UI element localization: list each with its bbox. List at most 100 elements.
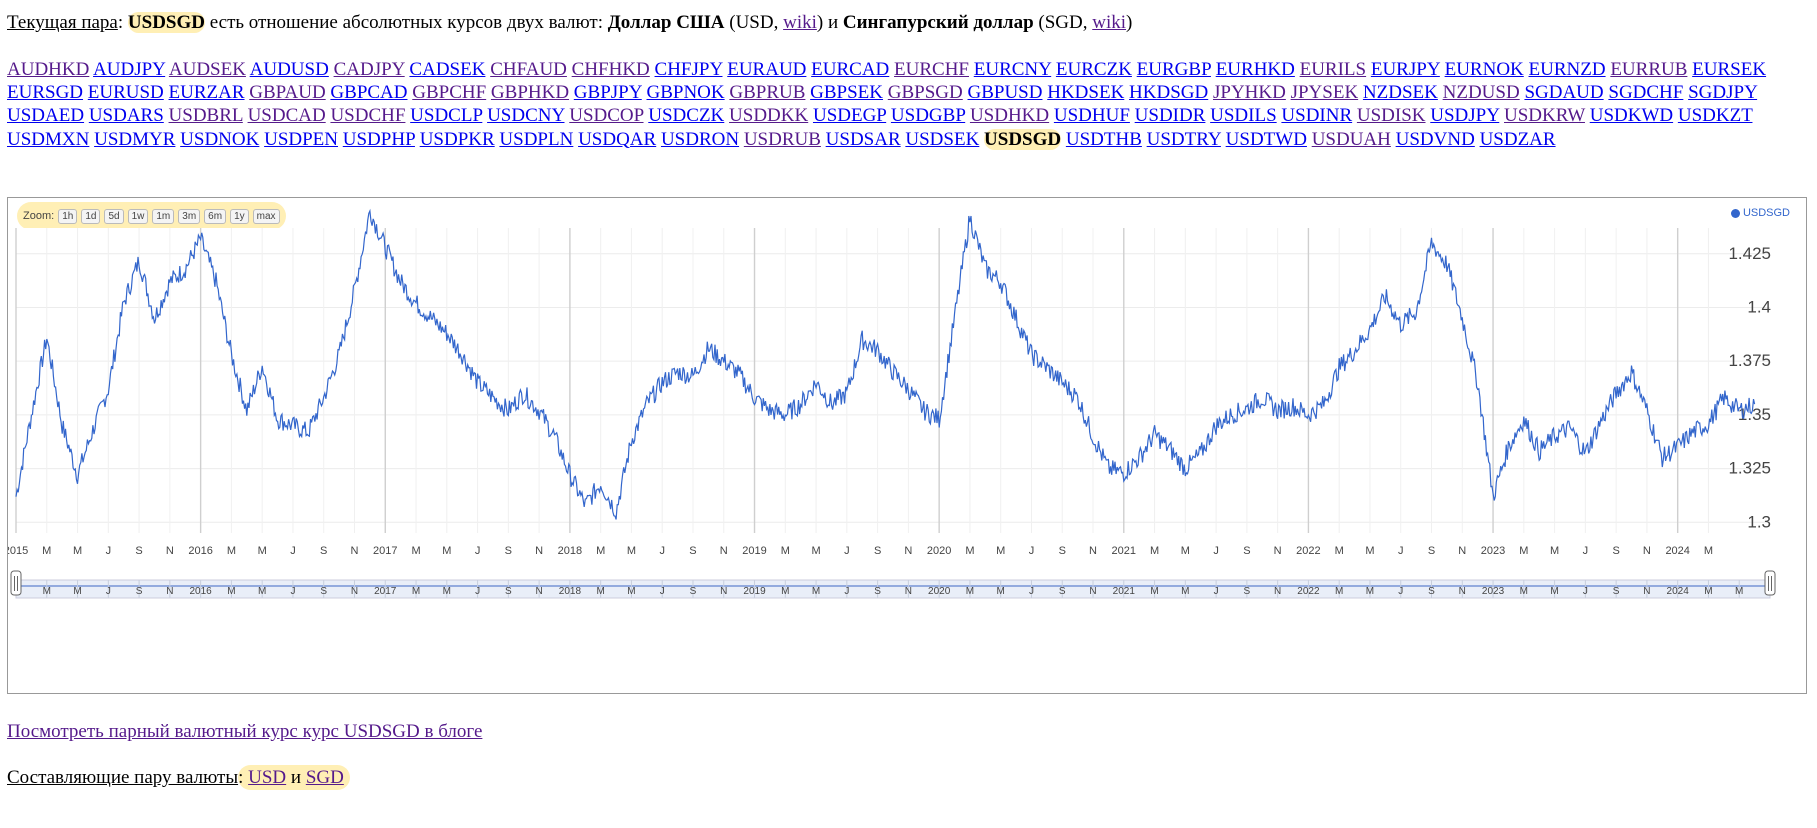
pair-link-eurczk[interactable]: EURCZK <box>1055 59 1132 80</box>
pair-link-usdegp[interactable]: USDEGP <box>812 105 887 127</box>
pair-link-usdaed[interactable]: USDAED <box>7 105 85 127</box>
pair-link-usdmyr[interactable]: USDMYR <box>94 128 176 150</box>
pair-link-eurnok[interactable]: EURNOK <box>1444 59 1524 80</box>
pair-link-usdinr[interactable]: USDINR <box>1281 105 1353 127</box>
pair-link-usdczk[interactable]: USDCZK <box>648 105 725 127</box>
pair-link-usdcny[interactable]: USDCNY <box>487 105 565 127</box>
pair-link-eurrub[interactable]: EURRUB <box>1610 59 1688 80</box>
pair-link-usdclp[interactable]: USDCLP <box>410 105 483 127</box>
pair-link-gbprub[interactable]: GBPRUB <box>729 82 806 104</box>
pair-link-eurcad[interactable]: EURCAD <box>811 59 890 80</box>
pair-link-gbphkd[interactable]: GBPHKD <box>490 82 570 104</box>
pair-link-usdron[interactable]: USDRON <box>660 128 740 150</box>
pair-link-usdvnd[interactable]: USDVND <box>1395 128 1475 150</box>
pair-link-euraud[interactable]: EURAUD <box>727 59 807 80</box>
pair-link-usduah[interactable]: USDUAH <box>1311 128 1391 150</box>
pair-link-usdkzt[interactable]: USDKZT <box>1677 105 1753 127</box>
zoom-button-3m[interactable]: 3m <box>178 208 201 224</box>
pair-link-usdmxn[interactable]: USDMXN <box>7 128 90 150</box>
pair-link-gbpusd[interactable]: GBPUSD <box>967 82 1043 104</box>
pair-link-eurhkd[interactable]: EURHKD <box>1215 59 1295 80</box>
pair-link-usdsgd[interactable]: USDSGD <box>984 128 1062 150</box>
pair-link-usdthb[interactable]: USDTHB <box>1065 128 1142 150</box>
pair-link-usdjpy[interactable]: USDJPY <box>1430 105 1500 127</box>
pair-link-sgdaud[interactable]: SGDAUD <box>1524 82 1604 104</box>
pair-link-usdisk[interactable]: USDISK <box>1356 105 1426 127</box>
navigator-left-handle[interactable] <box>10 570 22 596</box>
pair-link-audusd[interactable]: AUDUSD <box>249 59 329 80</box>
blog-link[interactable]: Посмотреть парный валютный курс курс USD… <box>7 721 483 742</box>
pair-link-jpysek[interactable]: JPYSEK <box>1290 82 1359 104</box>
zoom-button-max[interactable]: max <box>252 208 280 224</box>
pair-link-usdgbp[interactable]: USDGBP <box>890 105 966 127</box>
pair-link-nzdsek[interactable]: NZDSEK <box>1362 82 1438 104</box>
pair-link-eursek[interactable]: EURSEK <box>1692 59 1767 80</box>
zoom-button-1m[interactable]: 1m <box>152 208 175 224</box>
zoom-button-6m[interactable]: 6m <box>204 208 227 224</box>
pair-link-eurchf[interactable]: EURCHF <box>894 59 969 80</box>
pair-link-hkdsgd[interactable]: HKDSGD <box>1129 82 1209 104</box>
pair-link-audsek[interactable]: AUDSEK <box>168 59 246 80</box>
pair-link-gbpsgd[interactable]: GBPSGD <box>887 82 963 104</box>
pair-link-eurcny[interactable]: EURCNY <box>973 59 1052 80</box>
pair-link-eurjpy[interactable]: EURJPY <box>1370 59 1440 80</box>
chart-canvas[interactable]: 1.3 1.325 1.35 1.375 1.4 1.425 2015 M M J S N 2016 M M… <box>8 198 1806 693</box>
pair-link-usdpln[interactable]: USDPLN <box>499 128 574 150</box>
pair-link-cadjpy[interactable]: CADJPY <box>333 59 405 80</box>
pair-link-hkdsek[interactable]: HKDSEK <box>1047 82 1125 104</box>
range-navigator[interactable] <box>15 579 1771 599</box>
pair-link-cadsek[interactable]: CADSEK <box>409 59 486 80</box>
pair-link-nzdusd[interactable]: NZDUSD <box>1442 82 1520 104</box>
pair-link-gbpnok[interactable]: GBPNOK <box>646 82 725 104</box>
pair-link-usdpkr[interactable]: USDPKR <box>419 128 495 150</box>
pair-link-gbpjpy[interactable]: GBPJPY <box>573 82 642 104</box>
pair-link-eurnzd[interactable]: EURNZD <box>1528 59 1606 80</box>
pair-link-usdnok[interactable]: USDNOK <box>180 128 260 150</box>
pair-link-usdhuf[interactable]: USDHUF <box>1053 105 1130 127</box>
pair-link-usdqar[interactable]: USDQAR <box>578 128 657 150</box>
pair-link-usdtwd[interactable]: USDTWD <box>1225 128 1307 150</box>
pair-link-gbpchf[interactable]: GBPCHF <box>412 82 487 104</box>
pair-link-eursgd[interactable]: EURSGD <box>7 82 84 104</box>
pair-link-usdphp[interactable]: USDPHP <box>342 128 415 150</box>
pair-link-jpyhkd[interactable]: JPYHKD <box>1212 82 1286 104</box>
pair-link-usdcad[interactable]: USDCAD <box>247 105 326 127</box>
quote-wiki-link[interactable]: wiki <box>1092 12 1127 33</box>
price-chart[interactable]: Zoom: 1h 1d 5d 1w 1m 3m 6m 1y max USDSGD 1.3 1.32… <box>7 197 1807 694</box>
pair-link-usdidr[interactable]: USDIDR <box>1134 105 1206 127</box>
pair-link-usdpen[interactable]: USDPEN <box>264 128 339 150</box>
usd-link[interactable]: USD <box>248 767 287 788</box>
pair-link-usdbrl[interactable]: USDBRL <box>168 105 243 127</box>
pair-link-usdkwd[interactable]: USDKWD <box>1589 105 1674 127</box>
pair-link-audhkd[interactable]: AUDHKD <box>7 59 90 80</box>
zoom-button-5d[interactable]: 5d <box>104 208 124 224</box>
pair-link-usdtry[interactable]: USDTRY <box>1146 128 1221 150</box>
pair-link-usdchf[interactable]: USDCHF <box>330 105 406 127</box>
pair-link-eurzar[interactable]: EURZAR <box>168 82 245 104</box>
navigator-right-handle[interactable] <box>1764 570 1776 596</box>
pair-link-sgdjpy[interactable]: SGDJPY <box>1688 82 1758 104</box>
pair-link-usdcop[interactable]: USDCOP <box>569 105 644 127</box>
pair-link-eurusd[interactable]: EURUSD <box>87 82 164 104</box>
pair-link-usdsek[interactable]: USDSEK <box>905 128 980 150</box>
base-wiki-link[interactable]: wiki <box>783 12 817 33</box>
pair-link-sgdchf[interactable]: SGDCHF <box>1608 82 1684 104</box>
pair-link-gbpcad[interactable]: GBPCAD <box>330 82 408 104</box>
zoom-button-1w[interactable]: 1w <box>127 208 149 224</box>
pair-link-usddkk[interactable]: USDDKK <box>729 105 809 127</box>
zoom-button-1y[interactable]: 1y <box>230 208 249 224</box>
pair-link-usdars[interactable]: USDARS <box>88 105 164 127</box>
pair-link-usdzar[interactable]: USDZAR <box>1479 128 1556 150</box>
pair-link-chfjpy[interactable]: CHFJPY <box>654 59 723 80</box>
pair-link-eurgbp[interactable]: EURGBP <box>1136 59 1211 80</box>
pair-link-usdhkd[interactable]: USDHKD <box>969 105 1050 127</box>
sgd-link[interactable]: SGD <box>305 767 344 788</box>
pair-link-gbpsek[interactable]: GBPSEK <box>810 82 884 104</box>
pair-link-chfaud[interactable]: CHFAUD <box>490 59 567 80</box>
pair-link-usdils[interactable]: USDILS <box>1210 105 1277 127</box>
pair-link-audjpy[interactable]: AUDJPY <box>93 59 166 80</box>
pair-link-gbpaud[interactable]: GBPAUD <box>249 82 326 104</box>
pair-link-usdrub[interactable]: USDRUB <box>743 128 821 150</box>
pair-link-chfhkd[interactable]: CHFHKD <box>571 59 650 80</box>
zoom-button-1d[interactable]: 1d <box>81 208 101 224</box>
